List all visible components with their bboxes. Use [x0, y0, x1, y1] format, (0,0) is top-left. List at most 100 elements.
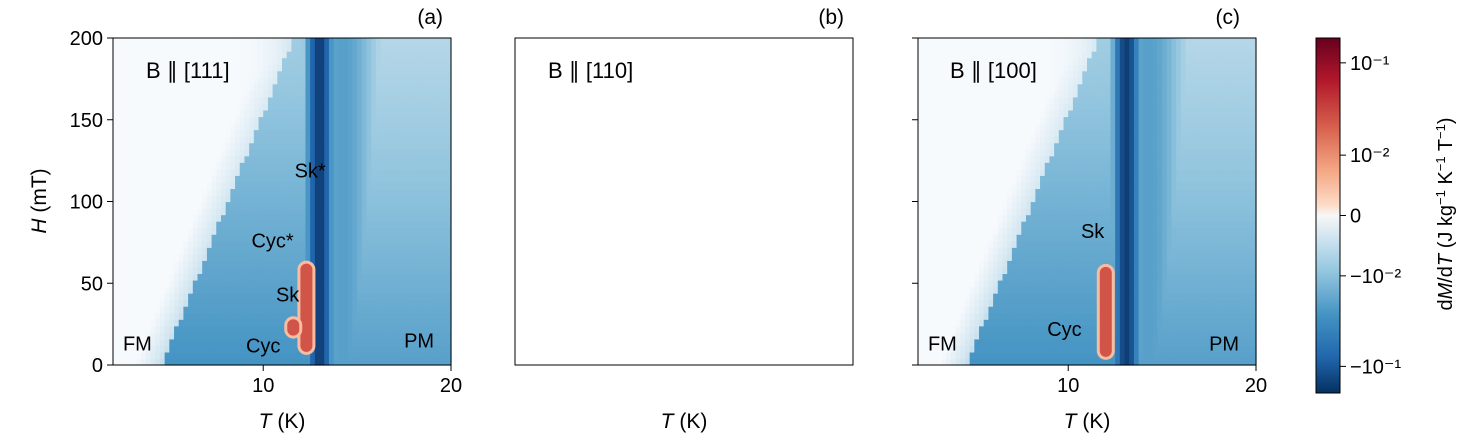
- heatmap-cell: [249, 351, 255, 360]
- heatmap-cell: [964, 90, 971, 98]
- heatmap-cell: [1011, 273, 1018, 281]
- heatmap-cell: [413, 168, 419, 176]
- heatmap-cell: [328, 70, 335, 78]
- heatmap-cell: [225, 338, 231, 346]
- heatmap-cell: [296, 64, 302, 72]
- heatmap-cell: [979, 142, 985, 150]
- heatmap-cell: [1021, 103, 1027, 111]
- heatmap-cell: [183, 319, 189, 327]
- heatmap-cell: [136, 44, 142, 52]
- heatmap-cell: [145, 83, 152, 91]
- heatmap-cell: [1025, 227, 1032, 235]
- heatmap-cell: [343, 38, 349, 46]
- heatmap-cell: [174, 227, 180, 235]
- heatmap-cell: [225, 77, 231, 85]
- heatmap-cell: [946, 286, 952, 294]
- heatmap-cell: [1025, 168, 1032, 176]
- heatmap-cell: [380, 155, 386, 163]
- heatmap-cell: [413, 273, 419, 281]
- heatmap-cell: [225, 201, 231, 209]
- heatmap-cell: [159, 57, 166, 65]
- heatmap-cell: [997, 175, 1004, 183]
- heatmap-cell: [282, 247, 288, 255]
- heatmap-cell: [343, 168, 349, 176]
- heatmap-cell: [432, 208, 438, 216]
- heatmap-cell: [263, 273, 269, 281]
- heatmap-cell: [436, 201, 443, 209]
- heatmap-cell: [418, 64, 424, 72]
- heatmap-cell: [333, 57, 339, 65]
- heatmap-cell: [988, 90, 994, 98]
- heatmap-cell: [206, 253, 213, 261]
- heatmap-cell: [122, 286, 128, 294]
- heatmap-cell: [220, 162, 227, 170]
- heatmap-cell: [1035, 142, 1041, 150]
- heatmap-cell: [324, 103, 330, 111]
- heatmap-cell: [347, 123, 354, 131]
- heatmap-cell: [263, 332, 269, 340]
- heatmap-cell: [1011, 240, 1018, 248]
- heatmap-cell: [239, 64, 246, 72]
- heatmap-cell: [993, 312, 999, 320]
- heatmap-cell: [446, 188, 452, 196]
- heatmap-cell: [211, 247, 217, 255]
- heatmap-cell: [343, 162, 349, 170]
- heatmap-cell: [159, 149, 166, 157]
- heatmap-cell: [328, 306, 335, 314]
- heatmap-cell: [131, 234, 138, 242]
- heatmap-cell: [380, 214, 386, 222]
- heatmap-cell: [141, 70, 147, 78]
- heatmap-cell: [235, 273, 241, 281]
- heatmap-cell: [211, 109, 217, 118]
- heatmap-cell: [432, 77, 438, 85]
- heatmap-cell: [216, 38, 222, 46]
- heatmap-cell: [993, 227, 999, 235]
- heatmap-cell: [206, 96, 213, 104]
- heatmap-cell: [927, 247, 933, 255]
- heatmap-cell: [366, 293, 372, 301]
- heatmap-cell: [296, 240, 302, 248]
- heatmap-cell: [927, 155, 933, 163]
- heatmap-cell: [941, 44, 947, 52]
- heatmap-cell: [997, 38, 1004, 46]
- positive-pocket: [300, 263, 313, 352]
- heatmap-cell: [380, 90, 386, 98]
- heatmap-cell: [188, 136, 194, 144]
- heatmap-cell: [310, 96, 316, 104]
- heatmap-cell: [291, 44, 297, 52]
- heatmap-cell: [1002, 208, 1008, 216]
- heatmap-cell: [352, 155, 358, 163]
- heatmap-cell: [974, 332, 980, 340]
- heatmap-cell: [389, 90, 396, 98]
- heatmap-cell: [291, 351, 297, 360]
- heatmap-cell: [244, 136, 250, 144]
- heatmap-cell: [319, 247, 325, 255]
- heatmap-cell: [371, 44, 377, 52]
- heatmap-cell: [343, 286, 349, 294]
- heatmap-cell: [427, 129, 433, 137]
- heatmap-cell: [282, 188, 288, 196]
- heatmap-cell: [979, 188, 985, 196]
- heatmap-cell: [927, 194, 933, 203]
- heatmap-cell: [418, 299, 424, 307]
- heatmap-cell: [145, 64, 152, 72]
- heatmap-cell: [404, 116, 410, 124]
- heatmap-cell: [399, 332, 405, 340]
- heatmap-cell: [333, 123, 339, 131]
- heatmap-cell: [319, 338, 325, 346]
- heatmap-cell: [399, 116, 405, 124]
- heatmap-cell: [408, 273, 415, 281]
- heatmap-cell: [253, 109, 260, 118]
- heatmap-cell: [404, 345, 410, 353]
- heatmap-cell: [922, 266, 928, 275]
- heatmap-cell: [253, 201, 260, 209]
- heatmap-cell: [446, 155, 452, 163]
- heatmap-cell: [974, 129, 980, 137]
- heatmap-cell: [244, 96, 250, 104]
- heatmap-cell: [197, 162, 203, 170]
- heatmap-cell: [375, 194, 382, 203]
- heatmap-cell: [145, 260, 152, 268]
- heatmap-cell: [216, 64, 222, 72]
- heatmap-cell: [441, 188, 447, 196]
- heatmap-cell: [946, 351, 952, 360]
